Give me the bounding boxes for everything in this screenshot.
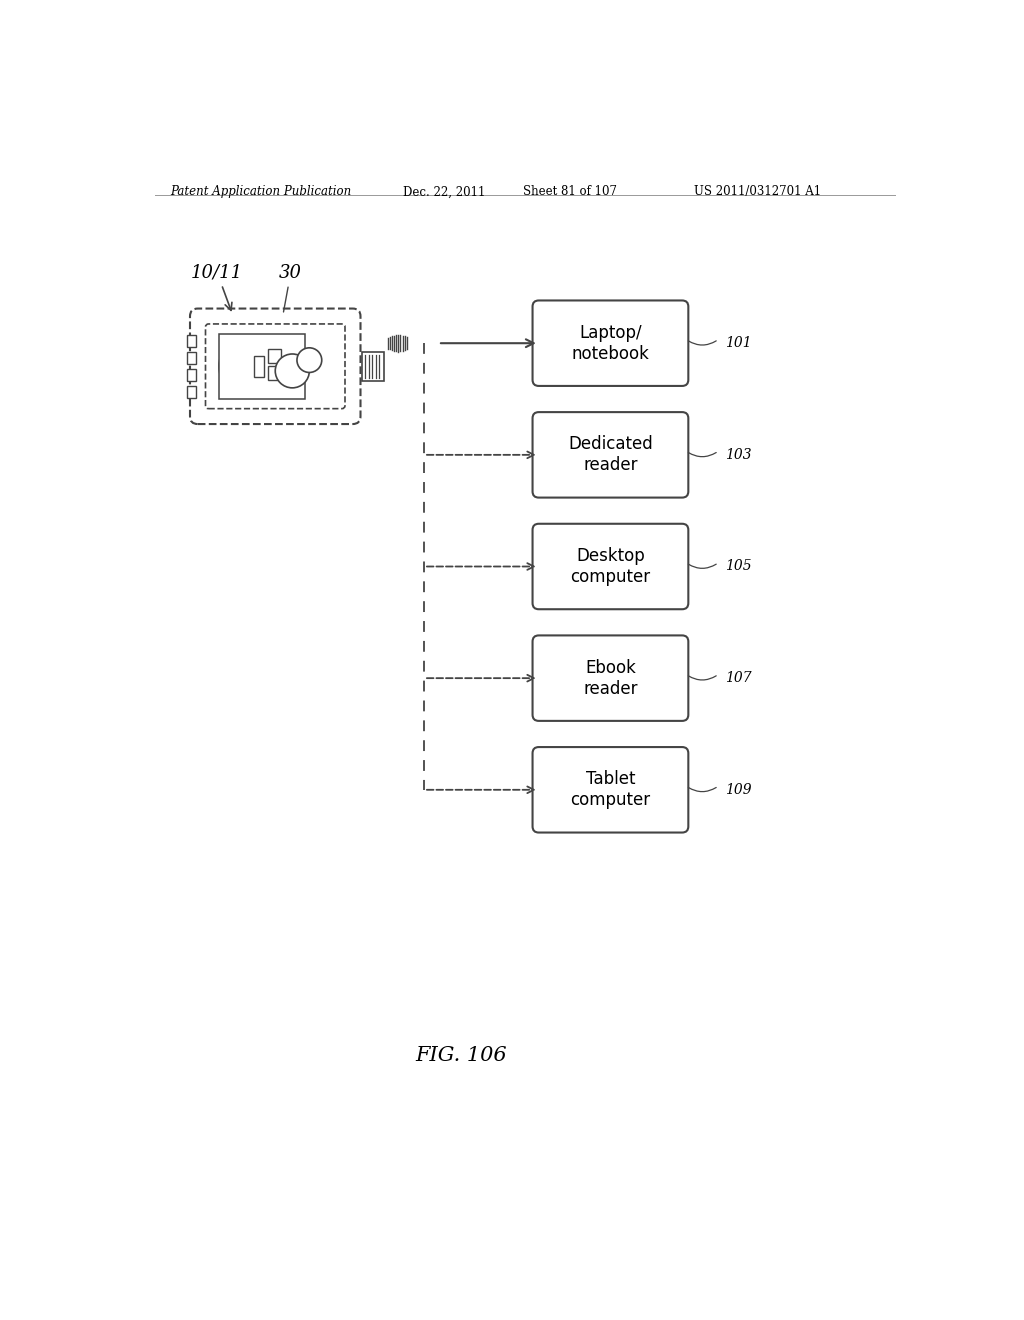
Circle shape bbox=[275, 354, 309, 388]
Text: 107: 107 bbox=[725, 671, 752, 685]
Text: Sheet 81 of 107: Sheet 81 of 107 bbox=[523, 185, 617, 198]
Text: Patent Application Publication: Patent Application Publication bbox=[171, 185, 352, 198]
Text: Dedicated
reader: Dedicated reader bbox=[568, 436, 653, 474]
Ellipse shape bbox=[219, 338, 262, 395]
FancyBboxPatch shape bbox=[532, 524, 688, 610]
Bar bbox=[267, 350, 282, 363]
Circle shape bbox=[297, 348, 322, 372]
Bar bbox=[362, 351, 384, 381]
Text: 30: 30 bbox=[280, 264, 302, 312]
Text: 105: 105 bbox=[725, 560, 752, 573]
Text: 10/11: 10/11 bbox=[191, 264, 243, 310]
FancyBboxPatch shape bbox=[532, 412, 688, 498]
FancyBboxPatch shape bbox=[532, 747, 688, 833]
Text: 109: 109 bbox=[725, 783, 752, 797]
FancyBboxPatch shape bbox=[206, 323, 345, 409]
Text: Tablet
computer: Tablet computer bbox=[570, 771, 650, 809]
Text: Ebook
reader: Ebook reader bbox=[584, 659, 638, 697]
Text: Laptop/
notebook: Laptop/ notebook bbox=[571, 323, 649, 363]
Text: Dec. 22, 2011: Dec. 22, 2011 bbox=[403, 185, 485, 198]
Text: Desktop
computer: Desktop computer bbox=[570, 546, 650, 586]
Text: FIG. 106: FIG. 106 bbox=[416, 1045, 507, 1065]
Text: 101: 101 bbox=[725, 337, 752, 350]
Text: 103: 103 bbox=[725, 447, 752, 462]
Bar bbox=[187, 335, 197, 347]
Bar bbox=[187, 351, 197, 364]
Bar bbox=[219, 334, 305, 399]
Bar bbox=[254, 355, 264, 378]
Text: US 2011/0312701 A1: US 2011/0312701 A1 bbox=[693, 185, 821, 198]
FancyBboxPatch shape bbox=[190, 309, 360, 424]
Bar bbox=[187, 385, 197, 397]
Bar bbox=[187, 368, 197, 381]
FancyBboxPatch shape bbox=[532, 635, 688, 721]
Bar bbox=[267, 367, 282, 380]
FancyBboxPatch shape bbox=[532, 301, 688, 385]
